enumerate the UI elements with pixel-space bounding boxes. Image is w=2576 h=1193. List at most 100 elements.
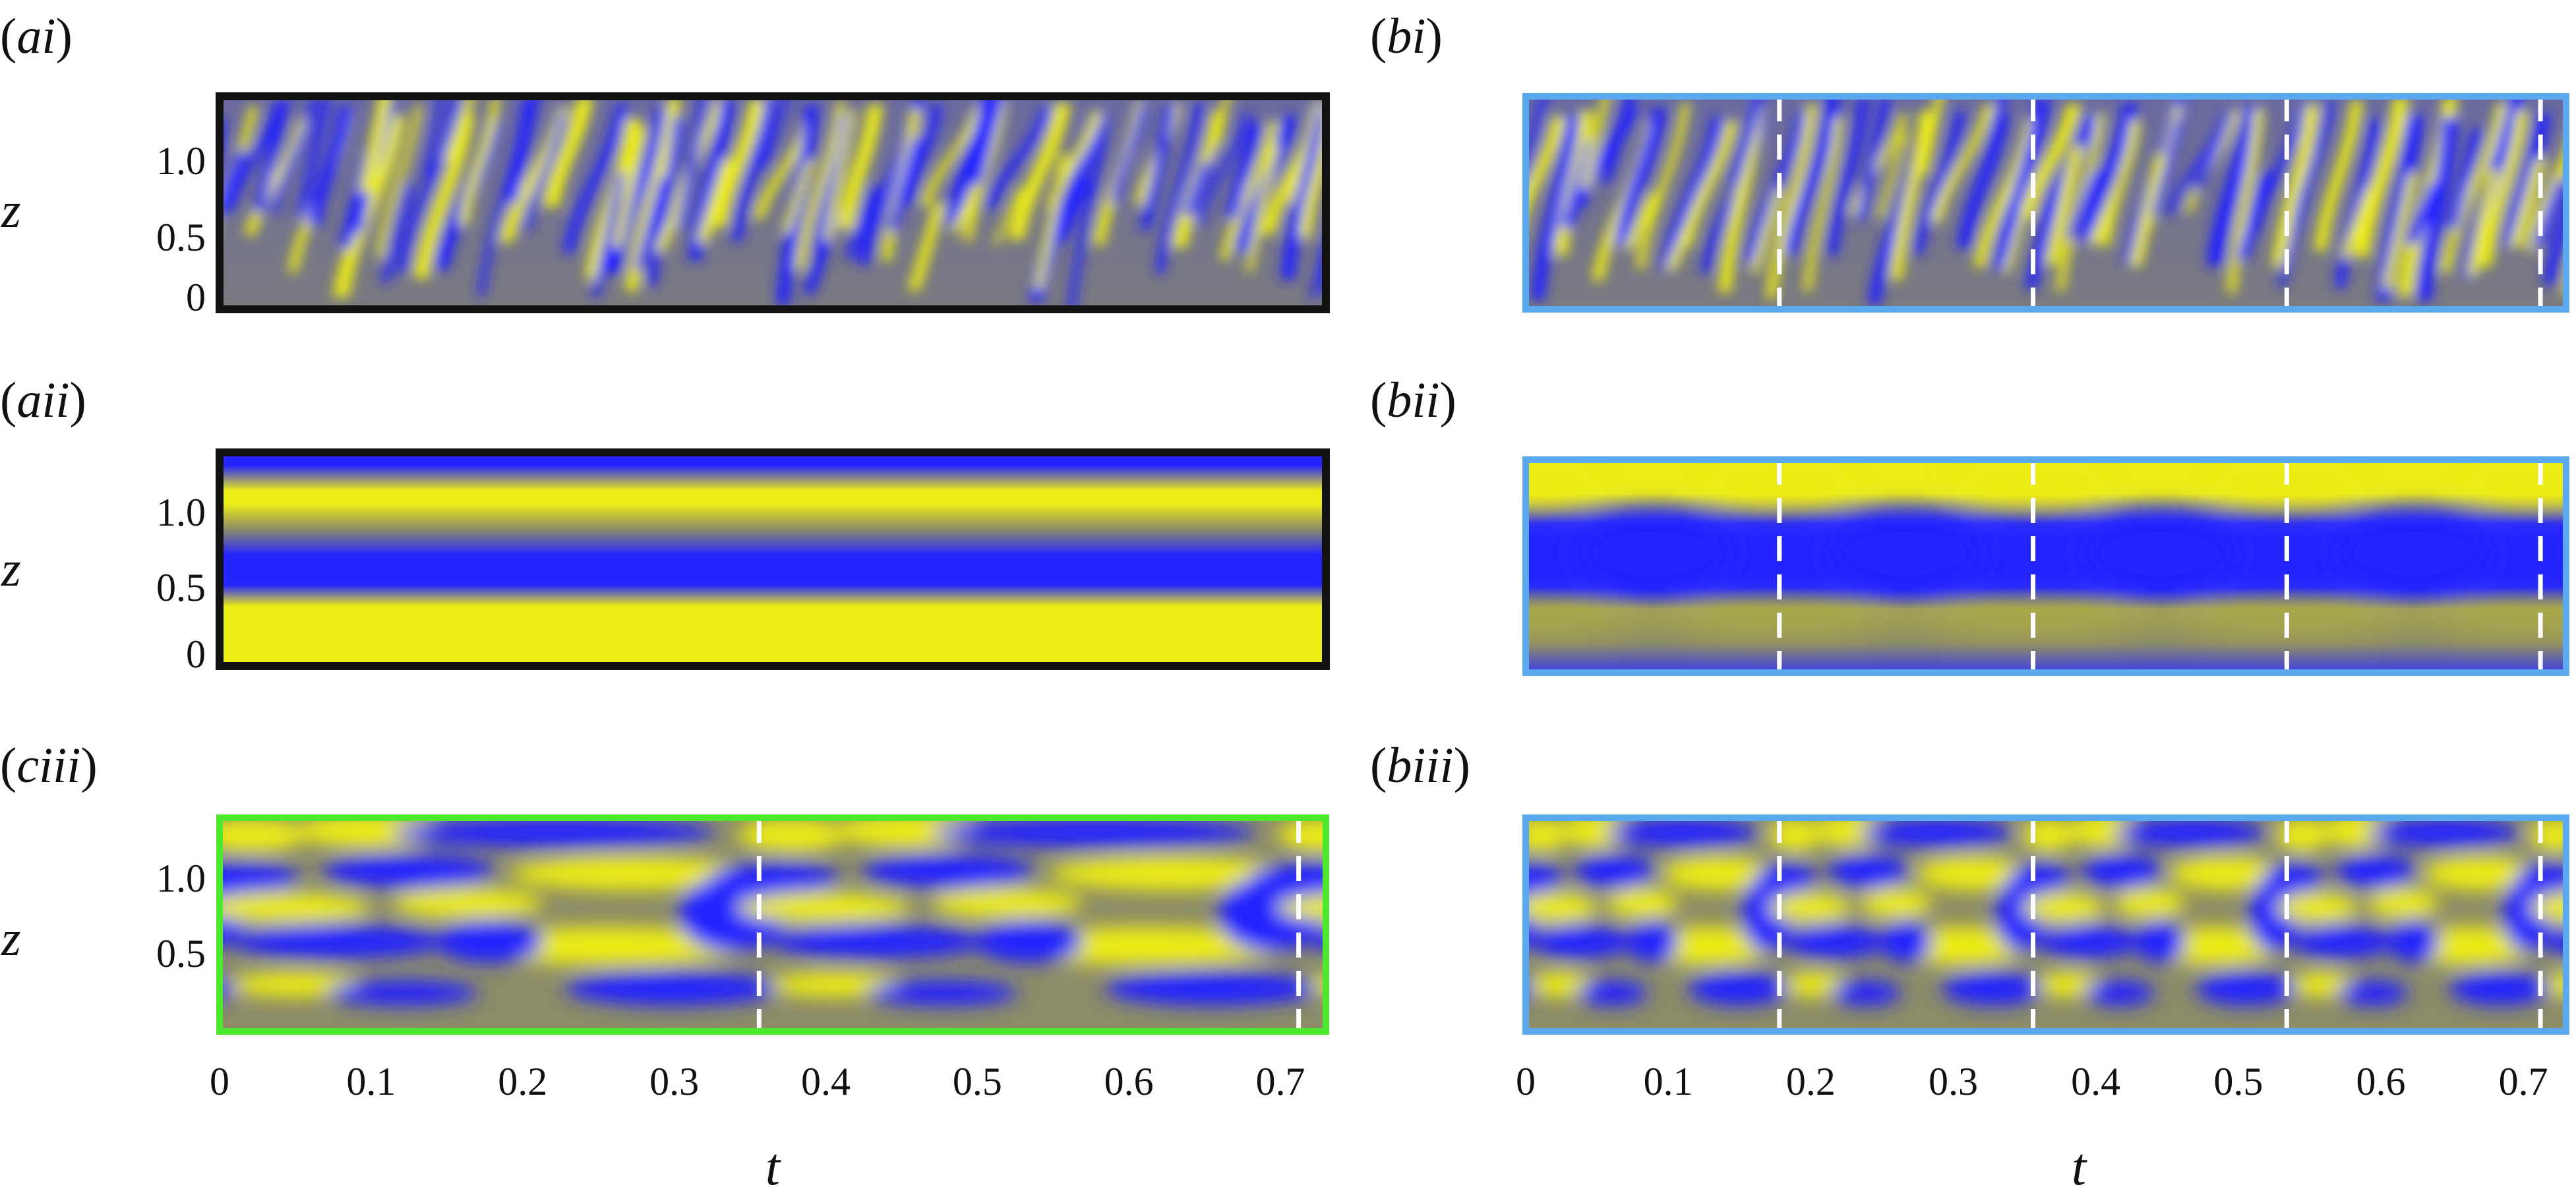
x-tick-label: 0.5 xyxy=(953,1060,1002,1103)
cell xyxy=(1050,856,1288,891)
cell xyxy=(2114,888,2186,919)
streak xyxy=(1056,180,1093,242)
streak xyxy=(296,98,331,218)
streak xyxy=(1526,116,1567,222)
cell xyxy=(1526,818,1567,852)
streak xyxy=(224,104,284,211)
streak xyxy=(359,96,392,193)
x-axis-label-left: t xyxy=(765,1138,781,1193)
bulge xyxy=(2439,609,2566,634)
cell xyxy=(2068,818,2140,848)
streak xyxy=(1299,117,1326,238)
panel-label-aii: (aii) xyxy=(0,373,86,428)
bulge xyxy=(1825,514,1988,592)
cell xyxy=(510,856,748,891)
cell xyxy=(1769,892,1851,923)
cell xyxy=(2545,928,2566,956)
cell xyxy=(1784,971,1845,998)
streak xyxy=(944,96,998,225)
streak xyxy=(1718,107,1764,293)
turbulent-streaks xyxy=(220,96,1326,309)
streak xyxy=(2416,117,2459,302)
wavy-bulges xyxy=(1317,468,2566,634)
streak xyxy=(824,109,857,241)
x-tick-label: 0.5 xyxy=(2213,1060,2263,1103)
cell xyxy=(932,888,1083,919)
panel-frame xyxy=(216,448,1330,670)
streak xyxy=(992,187,1025,245)
streak xyxy=(676,96,709,229)
field-bands xyxy=(220,452,1326,666)
cell xyxy=(2023,818,2074,852)
cell xyxy=(861,854,1034,888)
cell xyxy=(1353,818,1505,847)
y-axis-label-aii: z xyxy=(1,541,21,597)
cell xyxy=(1526,863,1564,893)
streak xyxy=(2291,101,2334,233)
cell xyxy=(230,971,360,998)
streak xyxy=(1203,96,1232,163)
x-tick-label: 0.6 xyxy=(2356,1060,2405,1103)
streak xyxy=(1636,102,1691,269)
cell xyxy=(1574,854,1656,888)
cell xyxy=(1561,818,1632,848)
y-tick-aii-10: 1.0 xyxy=(156,491,206,534)
cell xyxy=(2368,888,2440,919)
cell xyxy=(1526,978,1536,999)
streak xyxy=(1155,104,1205,274)
cell xyxy=(295,818,446,848)
cell xyxy=(1784,925,1886,959)
cell xyxy=(327,980,479,1006)
streak xyxy=(1008,103,1071,240)
cell xyxy=(2368,818,2521,848)
streak xyxy=(2066,169,2101,238)
streak xyxy=(984,107,1054,208)
streak xyxy=(2573,182,2576,257)
bulge xyxy=(1957,468,2109,503)
cell xyxy=(737,892,911,923)
streak xyxy=(333,115,406,297)
bulge xyxy=(1317,515,1480,592)
cell xyxy=(0,818,177,847)
streak xyxy=(711,100,765,227)
cell xyxy=(2292,971,2353,998)
streak xyxy=(760,96,790,169)
period-lines xyxy=(1777,96,2543,309)
cell xyxy=(1309,975,1326,993)
cell xyxy=(866,980,1019,1006)
streak xyxy=(542,96,594,208)
period-lines xyxy=(756,818,1302,1031)
x-tick-label: 0.3 xyxy=(649,1060,699,1103)
bulge xyxy=(2332,514,2495,592)
cell xyxy=(1353,888,1424,918)
streak xyxy=(1750,189,1785,273)
streak xyxy=(254,99,291,213)
streak xyxy=(1931,104,1995,223)
streak xyxy=(1855,96,1892,221)
cell xyxy=(1916,856,2028,891)
streak xyxy=(1530,115,1580,301)
streak xyxy=(908,203,946,291)
cell xyxy=(322,854,495,888)
panel-label-bii: (bii) xyxy=(1370,373,1456,428)
cell xyxy=(1374,814,1525,848)
streak xyxy=(1919,96,1944,175)
streak xyxy=(1992,98,2051,271)
cell xyxy=(2337,980,2409,1006)
streak xyxy=(413,113,475,279)
streak xyxy=(1729,96,1765,185)
streak xyxy=(2353,96,2410,257)
streak xyxy=(1526,96,1548,183)
cell xyxy=(1860,818,2013,848)
streak xyxy=(2193,131,2227,191)
x-tick-label: 0 xyxy=(210,1060,229,1103)
streak xyxy=(647,118,684,286)
cell xyxy=(769,971,900,998)
streak xyxy=(1068,113,1108,309)
cell xyxy=(220,892,371,923)
streak xyxy=(2227,108,2264,293)
x-tick-label: 0.7 xyxy=(2499,1060,2548,1103)
streak xyxy=(1602,96,1634,184)
cell xyxy=(1409,856,1520,890)
x-tick-label: 0.3 xyxy=(1929,1060,1978,1103)
